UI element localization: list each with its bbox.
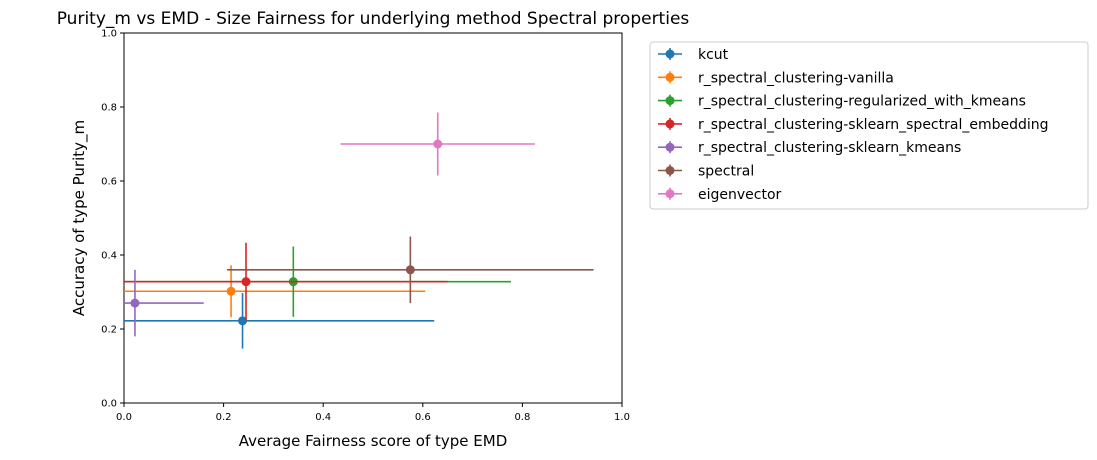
y-tick-label: 0.8: [101, 103, 117, 114]
y-axis-label: Accuracy of type Purity_m: [70, 120, 89, 316]
data-point: [226, 286, 236, 296]
legend-frame: [649, 41, 1089, 210]
legend-label: r_spectral_clustering-sklearn_kmeans: [698, 140, 961, 156]
y-tick-label: 0.0: [101, 399, 117, 410]
legend-item: spectral: [658, 164, 754, 180]
legend-label: spectral: [698, 164, 754, 180]
series-r_spectral_clustering-vanilla: [124, 265, 426, 318]
legend-item: eigenvector: [658, 187, 782, 203]
chart-title: Purity_m vs EMD - Size Fairness for unde…: [57, 9, 690, 29]
plot-area: [123, 32, 623, 404]
y-tick-label: 0.4: [101, 251, 117, 262]
x-tick-label: 1.0: [614, 412, 630, 423]
legend-label: r_spectral_clustering-vanilla: [698, 70, 894, 86]
y-tick-label: 0.2: [101, 325, 117, 336]
data-point: [433, 139, 443, 149]
legend-marker: [665, 189, 675, 199]
legend-entries: kcut r_spectral_clustering-vanilla r_spect…: [658, 47, 1049, 203]
legend-marker: [665, 119, 675, 129]
data-point: [405, 265, 415, 275]
legend-marker: [665, 166, 675, 175]
legend-marker: [665, 142, 675, 152]
y-tick-label: 0.6: [101, 177, 117, 188]
x-axis-label: Average Fairness score of type EMD: [239, 432, 508, 450]
legend-marker: [665, 72, 675, 82]
legend-item: kcut: [658, 47, 729, 63]
legend-label: r_spectral_clustering-sklearn_spectral_e…: [698, 117, 1049, 133]
legend-marker: [665, 96, 675, 106]
x-tick-label: 0.6: [415, 412, 431, 423]
legend-item: r_spectral_clustering-sklearn_kmeans: [658, 140, 961, 156]
series-r_spectral_clustering-sklearn_kmeans: [124, 269, 204, 337]
data-point: [238, 316, 248, 326]
legend-label: r_spectral_clustering-regularized_with_k…: [698, 94, 1026, 110]
y-axis: 0.0 0.2 0.4 0.6 0.8 1.0: [101, 29, 124, 410]
series-r_spectral_clustering-sklearn_spectral_embedding: [124, 242, 448, 321]
x-tick-label: 0.2: [216, 412, 232, 423]
x-tick-label: 0.4: [315, 412, 331, 423]
series-kcut: [124, 293, 435, 349]
legend: kcut r_spectral_clustering-vanilla r_spect…: [649, 41, 1089, 210]
x-axis: 0.0 0.2 0.4 0.6 0.8 1.0: [116, 403, 630, 423]
data-point: [130, 298, 140, 308]
legend-marker: [665, 49, 675, 59]
x-tick-label: 0.8: [514, 412, 530, 423]
y-tick-label: 1.0: [101, 29, 117, 40]
legend-label: kcut: [698, 47, 729, 63]
legend-label: eigenvector: [698, 187, 782, 203]
x-tick-label: 0.0: [116, 412, 132, 423]
legend-item: r_spectral_clustering-regularized_with_k…: [658, 94, 1026, 110]
series-spectral: [227, 236, 594, 304]
data-point: [241, 277, 251, 287]
legend-item: r_spectral_clustering-vanilla: [658, 70, 894, 86]
series-layer: [124, 112, 594, 349]
legend-item: r_spectral_clustering-sklearn_spectral_e…: [658, 117, 1049, 133]
series-eigenvector: [340, 112, 535, 176]
